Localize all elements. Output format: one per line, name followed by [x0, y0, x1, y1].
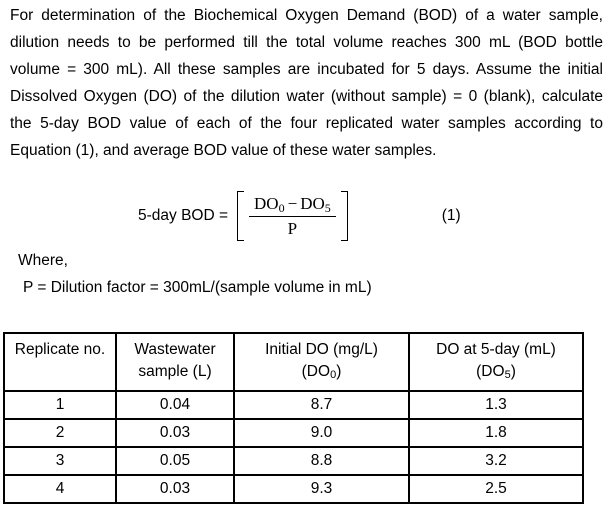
header-line1: DO at 5-day (mL)	[436, 341, 556, 358]
header-line2-text: sample (L)	[138, 363, 212, 380]
header-line2: (DO0)	[237, 361, 406, 383]
left-bracket	[237, 191, 245, 241]
table-cell: 1.8	[408, 418, 584, 448]
table-cell: 0.04	[115, 390, 235, 420]
paragraph-line: dilution needs to be performed till the …	[10, 34, 603, 51]
header-line2-text: (DO	[476, 363, 505, 380]
paragraph-line: volume = 300 mL). All these samples are …	[10, 61, 603, 78]
numerator-subscript: 0	[278, 200, 285, 215]
header-line1: Wastewater	[134, 341, 216, 358]
fraction-denominator: P	[287, 218, 298, 238]
table-row: 1 0.04 8.7 1.3	[3, 390, 584, 420]
column-header-wastewater-sample: Wastewater sample (L)	[115, 332, 235, 392]
fraction: DO0− DO5 P	[249, 194, 336, 239]
header-line2-text: (DO	[301, 363, 331, 380]
dilution-factor-definition: P = Dilution factor = 300mL/(sample volu…	[23, 279, 372, 296]
table-cell: 1	[3, 390, 117, 420]
table-cell: 2	[3, 418, 117, 448]
table-row: 4 0.03 9.3 2.5	[3, 474, 584, 504]
paragraph-line: the 5-day BOD value of each of the four …	[10, 115, 603, 132]
table-row: 3 0.05 8.8 3.2	[3, 446, 584, 476]
paragraph-line: Equation (1), and average BOD value of t…	[10, 142, 437, 159]
problem-statement: For determination of the Biochemical Oxy…	[10, 2, 603, 164]
paragraph-line: For determination of the Biochemical Oxy…	[10, 7, 603, 24]
table-cell: 0.03	[115, 474, 235, 504]
where-label: Where,	[18, 252, 68, 269]
table-cell: 8.7	[233, 390, 410, 420]
column-header-replicate-no: Replicate no.	[3, 332, 117, 392]
equation-lhs: 5-day BOD =	[138, 207, 229, 224]
header-line2: sample (L)	[119, 361, 231, 383]
document-page: For determination of the Biochemical Oxy…	[3, 2, 603, 504]
numerator-base: DO	[254, 193, 279, 213]
equation-number: (1)	[441, 207, 461, 224]
table-cell: 4	[3, 474, 117, 504]
table-cell: 1.3	[408, 390, 584, 420]
fraction-numerator: DO0− DO5	[249, 194, 336, 217]
numerator-base: DO	[300, 193, 325, 213]
header-line2-text: )	[336, 363, 342, 380]
numerator-operator: −	[287, 193, 298, 213]
header-subscript: 5	[504, 369, 511, 381]
table-cell: 0.03	[115, 418, 235, 448]
table-cell: 2.5	[408, 474, 584, 504]
column-header-initial-do: Initial DO (mg/L) (DO0)	[233, 332, 410, 392]
numerator-subscript: 5	[324, 200, 331, 215]
table-header-row: Replicate no. Wastewater sample (L) Init…	[3, 332, 584, 392]
header-line1: Replicate no.	[14, 341, 106, 358]
table-cell: 0.05	[115, 446, 235, 476]
table-cell: 8.8	[233, 446, 410, 476]
table-row: 2 0.03 9.0 1.8	[3, 418, 584, 448]
table-cell: 3	[3, 446, 117, 476]
paragraph-line: Dissolved Oxygen (DO) of the dilution wa…	[10, 88, 603, 105]
header-line1: Initial DO (mg/L)	[265, 341, 378, 358]
header-line2: (DO5)	[412, 361, 580, 383]
header-subscript: 0	[330, 369, 337, 381]
bod-equation: 5-day BOD = DO0− DO5 P (1)	[138, 191, 603, 241]
table-cell: 9.0	[233, 418, 410, 448]
table-cell: 9.3	[233, 474, 410, 504]
column-header-do-5day: DO at 5-day (mL) (DO5)	[408, 332, 584, 392]
bod-data-table: Replicate no. Wastewater sample (L) Init…	[3, 332, 584, 504]
right-bracket	[340, 191, 348, 241]
table-cell: 3.2	[408, 446, 584, 476]
header-line2	[7, 361, 113, 383]
header-line2-text: )	[510, 363, 516, 380]
